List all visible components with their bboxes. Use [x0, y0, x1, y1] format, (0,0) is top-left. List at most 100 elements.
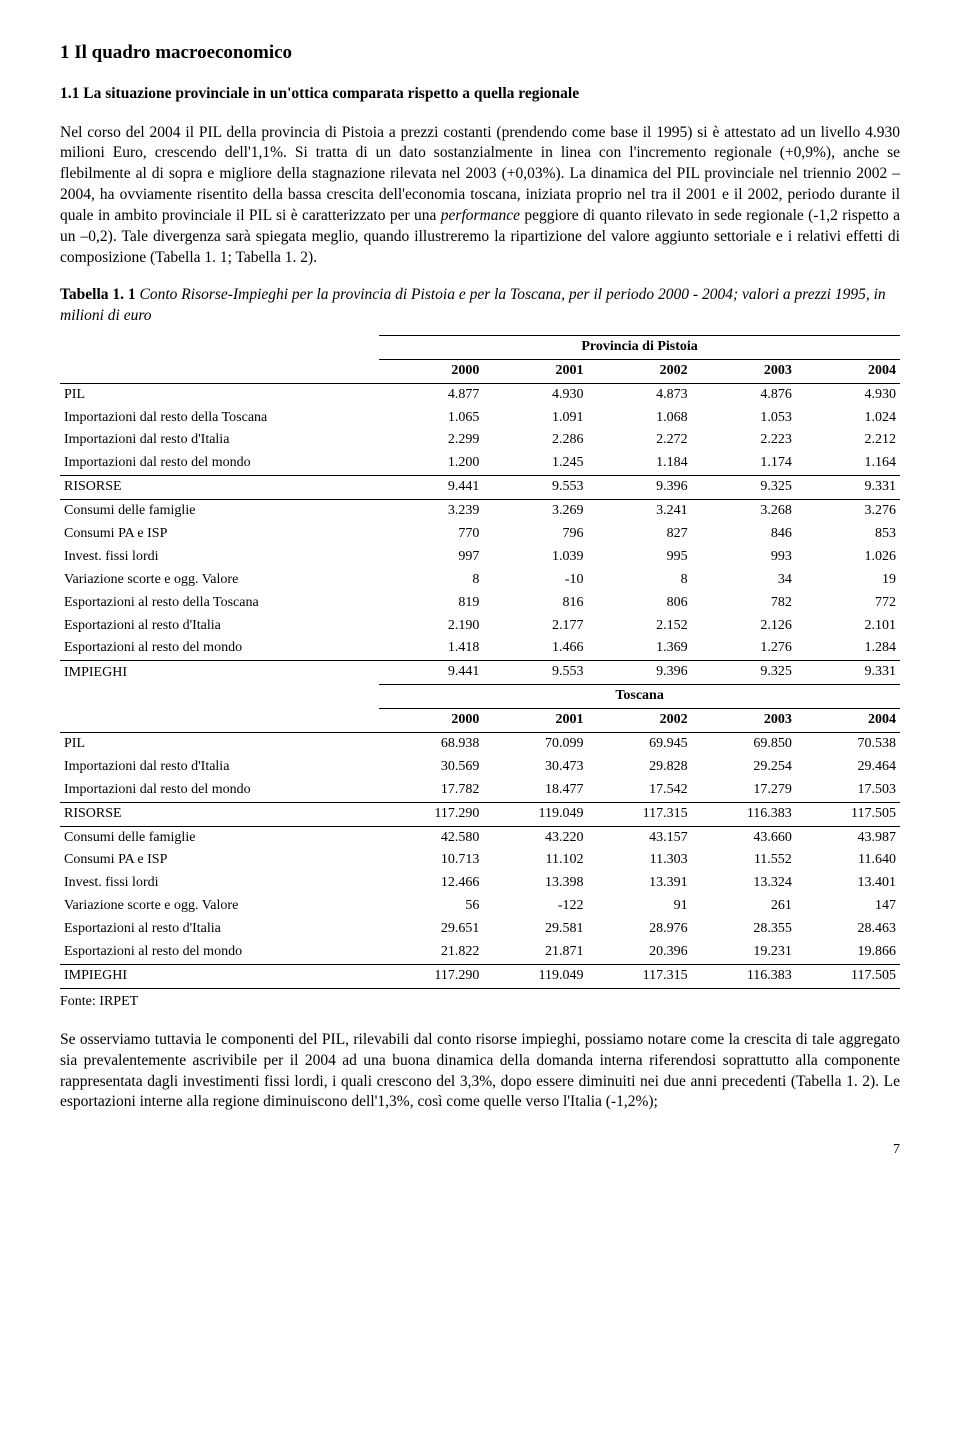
cell-value: 2.223 — [692, 429, 796, 452]
table-row: Esportazioni al resto del mondo1.4181.46… — [60, 637, 900, 660]
cell-value: 1.245 — [483, 452, 587, 475]
cell-value: 2.190 — [379, 615, 483, 638]
cell-value: 13.324 — [692, 872, 796, 895]
table-row: Consumi PA e ISP10.71311.10211.30311.552… — [60, 849, 900, 872]
cell-value: 1.164 — [796, 452, 900, 475]
cell-value: 1.053 — [692, 407, 796, 430]
cell-value: 9.325 — [692, 476, 796, 500]
cell-value: 819 — [379, 592, 483, 615]
cell-value: 70.099 — [483, 733, 587, 756]
cell-value: 770 — [379, 523, 483, 546]
cell-value: 1.174 — [692, 452, 796, 475]
data-table: Provincia di Pistoia 2000 2001 2002 2003… — [60, 335, 900, 989]
cell-value: 117.290 — [379, 964, 483, 988]
region-header-row-2: Toscana — [60, 685, 900, 709]
cell-value: 8 — [588, 569, 692, 592]
cell-value: 9.396 — [588, 476, 692, 500]
table-row: Invest. fissi lordi9971.0399959931.026 — [60, 546, 900, 569]
row-label: RISORSE — [60, 476, 379, 500]
cell-value: 1.024 — [796, 407, 900, 430]
table-row: PIL4.8774.9304.8734.8764.930 — [60, 383, 900, 406]
cell-value: 1.091 — [483, 407, 587, 430]
cell-value: 30.569 — [379, 756, 483, 779]
cell-value: 4.877 — [379, 383, 483, 406]
cell-value: 11.303 — [588, 849, 692, 872]
table-row: Importazioni dal resto del mondo1.2001.2… — [60, 452, 900, 475]
cell-value: 34 — [692, 569, 796, 592]
table-row: Importazioni dal resto d'Italia2.2992.28… — [60, 429, 900, 452]
cell-value: 11.102 — [483, 849, 587, 872]
cell-value: 42.580 — [379, 826, 483, 849]
cell-value: 28.463 — [796, 918, 900, 941]
cell-value: 117.505 — [796, 964, 900, 988]
row-label: Consumi delle famiglie — [60, 500, 379, 523]
cell-value: 3.269 — [483, 500, 587, 523]
cell-value: 993 — [692, 546, 796, 569]
cell-value: 21.822 — [379, 941, 483, 964]
table-row: Esportazioni al resto della Toscana81981… — [60, 592, 900, 615]
cell-value: 117.315 — [588, 802, 692, 826]
cell-value: 13.391 — [588, 872, 692, 895]
cell-value: 12.466 — [379, 872, 483, 895]
cell-value: 18.477 — [483, 779, 587, 802]
cell-value: 2.126 — [692, 615, 796, 638]
cell-value: 43.660 — [692, 826, 796, 849]
cell-value: 119.049 — [483, 964, 587, 988]
cell-value: 91 — [588, 895, 692, 918]
cell-value: 1.466 — [483, 637, 587, 660]
table-row: Importazioni dal resto della Toscana1.06… — [60, 407, 900, 430]
cell-value: 43.987 — [796, 826, 900, 849]
cell-value: 29.651 — [379, 918, 483, 941]
cell-value: 19.231 — [692, 941, 796, 964]
row-label: Importazioni dal resto del mondo — [60, 779, 379, 802]
region-header-row-1: Provincia di Pistoia — [60, 335, 900, 359]
cell-value: 2.101 — [796, 615, 900, 638]
row-label: PIL — [60, 733, 379, 756]
cell-value: 28.976 — [588, 918, 692, 941]
table-row: IMPIEGHI117.290119.049117.315116.383117.… — [60, 964, 900, 988]
cell-value: 1.369 — [588, 637, 692, 660]
cell-value: 9.441 — [379, 476, 483, 500]
cell-value: 2.286 — [483, 429, 587, 452]
row-label: IMPIEGHI — [60, 661, 379, 685]
row-label: Consumi PA e ISP — [60, 849, 379, 872]
cell-value: 782 — [692, 592, 796, 615]
cell-value: 20.396 — [588, 941, 692, 964]
row-label: Invest. fissi lordi — [60, 872, 379, 895]
cell-value: 17.782 — [379, 779, 483, 802]
year-col: 2001 — [483, 709, 587, 733]
row-label: Esportazioni al resto del mondo — [60, 941, 379, 964]
cell-value: 8 — [379, 569, 483, 592]
cell-value: 816 — [483, 592, 587, 615]
paragraph-1: Nel corso del 2004 il PIL della provinci… — [60, 123, 900, 269]
years-header-row-1: 2000 2001 2002 2003 2004 — [60, 359, 900, 383]
cell-value: 68.938 — [379, 733, 483, 756]
year-col: 2000 — [379, 709, 483, 733]
cell-value: 29.581 — [483, 918, 587, 941]
table-row: RISORSE117.290119.049117.315116.383117.5… — [60, 802, 900, 826]
region-header-1: Provincia di Pistoia — [379, 335, 900, 359]
row-label: PIL — [60, 383, 379, 406]
paragraph-2: Se osserviamo tuttavia le componenti del… — [60, 1030, 900, 1114]
cell-value: 4.876 — [692, 383, 796, 406]
cell-value: 9.331 — [796, 476, 900, 500]
cell-value: 846 — [692, 523, 796, 546]
cell-value: 119.049 — [483, 802, 587, 826]
table-caption-text: Conto Risorse-Impieghi per la provincia … — [60, 286, 886, 324]
cell-value: 17.503 — [796, 779, 900, 802]
cell-value: 3.276 — [796, 500, 900, 523]
year-col: 2000 — [379, 359, 483, 383]
cell-value: 1.418 — [379, 637, 483, 660]
row-label: Esportazioni al resto della Toscana — [60, 592, 379, 615]
subsection-heading: 1.1 La situazione provinciale in un'otti… — [60, 84, 900, 105]
cell-value: 3.241 — [588, 500, 692, 523]
cell-value: 806 — [588, 592, 692, 615]
cell-value: 70.538 — [796, 733, 900, 756]
cell-value: 1.284 — [796, 637, 900, 660]
cell-value: 2.272 — [588, 429, 692, 452]
cell-value: 13.398 — [483, 872, 587, 895]
row-label: Invest. fissi lordi — [60, 546, 379, 569]
year-col: 2002 — [588, 709, 692, 733]
cell-value: 9.553 — [483, 661, 587, 685]
cell-value: 56 — [379, 895, 483, 918]
